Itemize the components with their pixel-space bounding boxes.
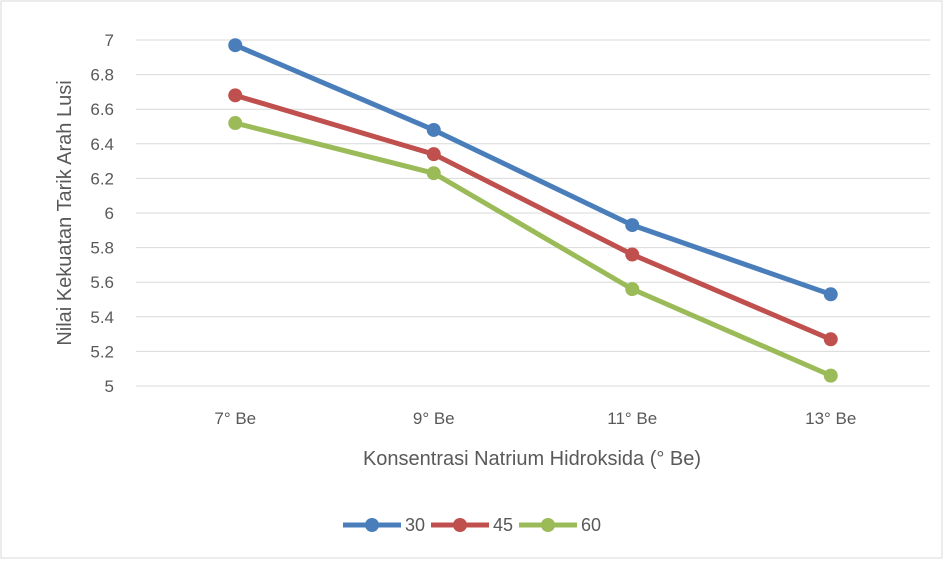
gridlines <box>136 39 930 387</box>
legend-label: 30 <box>405 515 425 535</box>
y-tick-label: 7 <box>105 31 114 50</box>
y-tick-label: 5.8 <box>90 239 114 258</box>
data-point <box>426 166 441 181</box>
legend-label: 45 <box>493 515 513 535</box>
legend-marker <box>453 518 467 532</box>
series-line-45 <box>232 92 834 342</box>
legend-label: 60 <box>581 515 601 535</box>
data-point <box>823 368 838 383</box>
y-tick-label: 5.4 <box>90 308 114 327</box>
y-tick-label: 6 <box>105 204 114 223</box>
y-tick-label: 5.6 <box>90 273 114 292</box>
data-point <box>228 116 243 131</box>
data-point <box>228 88 243 103</box>
legend-marker <box>541 518 555 532</box>
x-tick-label: 13° Be <box>805 409 856 428</box>
y-tick-label: 6.2 <box>90 169 114 188</box>
series-45 <box>228 88 838 347</box>
y-tick-label: 5 <box>105 377 114 396</box>
data-point <box>625 282 640 297</box>
data-point <box>426 122 441 137</box>
x-axis-title: Konsentrasi Natrium Hidroksida (° Be) <box>363 448 701 470</box>
x-tick-label: 7° Be <box>214 409 256 428</box>
data-point <box>426 147 441 162</box>
y-axis-title: Nilai Kekuatan Tarik Arah Lusi <box>54 80 76 345</box>
series-line-30 <box>232 42 834 297</box>
x-axis-ticks: 7° Be 9° Be 11° Be 13° Be <box>214 409 856 428</box>
data-point <box>625 247 640 262</box>
y-tick-label: 6.6 <box>90 100 114 119</box>
legend: 30 45 60 <box>343 515 601 535</box>
y-tick-label: 6.4 <box>90 135 114 154</box>
data-point <box>823 287 838 302</box>
y-tick-label: 5.2 <box>90 342 114 361</box>
legend-item-60: 60 <box>519 515 601 535</box>
y-axis-ticks: 5 5.2 5.4 5.6 5.8 6 6.2 6.4 6.6 6.8 7 <box>90 31 114 396</box>
x-tick-label: 11° Be <box>607 409 657 428</box>
legend-item-45: 45 <box>431 515 513 535</box>
data-point <box>228 38 243 53</box>
y-tick-label: 6.8 <box>90 66 114 85</box>
data-point <box>823 332 838 347</box>
x-tick-label: 9° Be <box>413 409 455 428</box>
series-line-60 <box>232 120 834 379</box>
legend-item-30: 30 <box>343 515 425 535</box>
legend-marker <box>365 518 379 532</box>
data-point <box>625 218 640 233</box>
series-60 <box>228 116 838 383</box>
series-30 <box>228 38 838 302</box>
series-group <box>228 38 838 383</box>
